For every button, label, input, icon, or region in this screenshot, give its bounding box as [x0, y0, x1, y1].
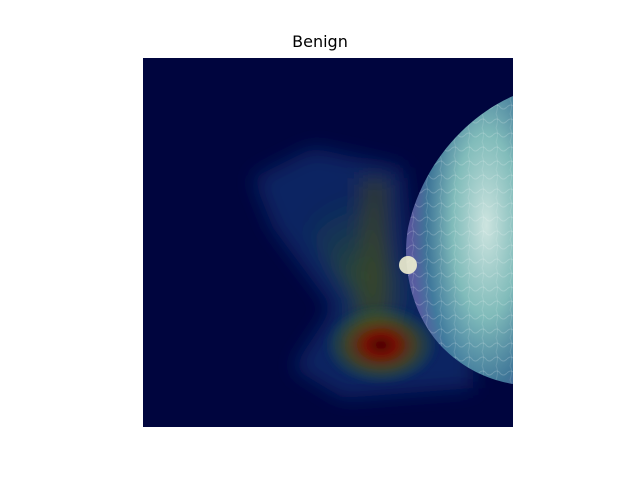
heatmap-image	[143, 58, 513, 427]
tissue-region	[399, 96, 513, 384]
heatmap-svg	[143, 58, 513, 427]
figure-title: Benign	[292, 32, 348, 51]
heat-hotspot	[321, 303, 441, 387]
